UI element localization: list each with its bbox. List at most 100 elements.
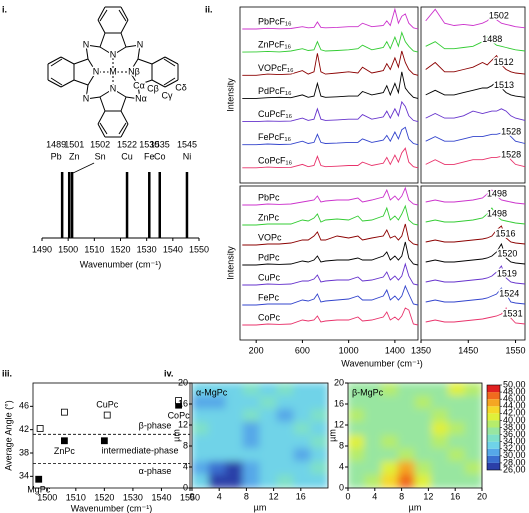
panel-label: i. <box>2 4 7 14</box>
atom-label: Nα <box>135 93 147 103</box>
bond <box>129 58 139 73</box>
point-label: CoPc <box>168 411 191 421</box>
heat-cell <box>259 395 278 410</box>
colorbar-tick-label: 32,00 <box>503 443 526 453</box>
heat-cell <box>242 395 261 410</box>
point <box>103 411 111 419</box>
spectrum-line <box>425 225 526 245</box>
heat-cell <box>293 421 312 436</box>
heat-cell <box>259 461 278 476</box>
y-tick-label: 46 <box>19 401 29 411</box>
bond <box>163 77 176 86</box>
spectrum-line <box>242 241 419 266</box>
heat-cell <box>431 448 449 463</box>
heat-cell <box>225 395 244 410</box>
heat-cell <box>208 395 227 410</box>
heat-cell <box>464 448 482 463</box>
point <box>175 397 182 404</box>
heat-cell <box>310 421 328 436</box>
stick-element-label: Zn <box>69 151 80 161</box>
bond <box>137 79 153 86</box>
x-tick-label: 1520 <box>94 492 114 502</box>
heat-cell <box>381 448 399 463</box>
heatmap <box>348 383 482 488</box>
heat-cell <box>448 474 466 488</box>
y-tick-label: 8 <box>339 440 344 450</box>
heat-cell <box>208 408 227 423</box>
point <box>35 475 43 483</box>
x-tick-label: 20 <box>477 491 487 501</box>
y-tick-label: 20 <box>334 377 344 387</box>
heat-cell <box>364 395 382 410</box>
x-tick-label: 1450 <box>458 345 478 355</box>
heat-cell <box>208 461 227 476</box>
heat-cell <box>310 395 328 410</box>
heat-cell <box>259 408 278 423</box>
x-tick-label: 1500 <box>37 492 57 502</box>
bond <box>85 84 89 100</box>
y-axis-label: µm <box>171 429 181 442</box>
atom-label: N <box>110 49 117 59</box>
x-tick-label: 1540 <box>163 244 183 254</box>
y-tick-label: 42 <box>19 424 29 434</box>
y-tick-label: 16 <box>334 398 344 408</box>
bond <box>163 58 176 67</box>
y-axis-label: µm <box>327 429 337 442</box>
x-tick-label: 1530 <box>123 492 143 502</box>
plot-frame <box>420 6 526 184</box>
bond <box>85 96 101 100</box>
atom-label: Cδ <box>175 82 187 92</box>
series-label: PbPcF₁₆ <box>258 17 292 27</box>
heat-cell <box>259 435 278 450</box>
bond <box>87 71 97 86</box>
color-bin <box>487 392 500 400</box>
series-label: CoPc <box>258 312 281 322</box>
heat-cell <box>397 435 416 450</box>
heat-cell <box>397 421 416 436</box>
bond <box>151 56 166 65</box>
series-label: PbPc <box>258 192 280 202</box>
spectrum-line <box>425 189 526 205</box>
peak-label: 1524 <box>499 288 519 298</box>
plot-frame <box>239 185 419 341</box>
bond <box>99 46 114 56</box>
series-label: ZnPcF₁₆ <box>258 40 292 50</box>
spectrum-line <box>242 126 419 146</box>
stick-value-label: 1501 <box>64 139 84 149</box>
heat-cell <box>414 474 433 488</box>
peak-label: 1513 <box>494 80 514 90</box>
series-label: ZnPc <box>258 212 280 222</box>
spectrum-line <box>425 108 526 121</box>
heat-cell <box>364 474 382 488</box>
bond <box>125 44 141 48</box>
colorbar-tick-label: 26,00 <box>503 464 526 474</box>
x-tick-label: 1490 <box>32 244 52 254</box>
spectrum-line <box>425 207 526 225</box>
x-axis-label: Wavenumber (cm⁻¹) <box>80 259 161 269</box>
stick-element-label: Pb <box>51 151 62 161</box>
peak-label: 1512 <box>494 57 514 67</box>
plot-frame <box>191 382 329 489</box>
spectrum-line <box>242 262 419 286</box>
heat-cell <box>397 448 416 463</box>
bond <box>151 79 166 88</box>
spectrum-line <box>242 223 419 246</box>
heat-cell <box>242 435 261 450</box>
y-tick-label: 12 <box>334 419 344 429</box>
colorbar-tick-label: 48,00 <box>503 386 526 396</box>
heat-cell <box>259 383 278 397</box>
x-tick-label: 600 <box>295 345 310 355</box>
y-axis-label: Intensity <box>225 246 235 280</box>
heat-cell <box>293 448 312 463</box>
panel-label: iv. <box>164 368 173 378</box>
x-tick-label: 1550 <box>180 492 200 502</box>
peak-label: 1516 <box>495 228 515 238</box>
heat-cell <box>259 448 278 463</box>
peak-label: 1502 <box>489 11 509 21</box>
y-tick-label: 0 <box>339 482 344 492</box>
colorbar-tick-label: 46,00 <box>503 394 526 404</box>
x-tick-label: 8 <box>244 491 249 501</box>
phase-label: α-phase <box>139 466 172 476</box>
bond <box>118 9 127 22</box>
